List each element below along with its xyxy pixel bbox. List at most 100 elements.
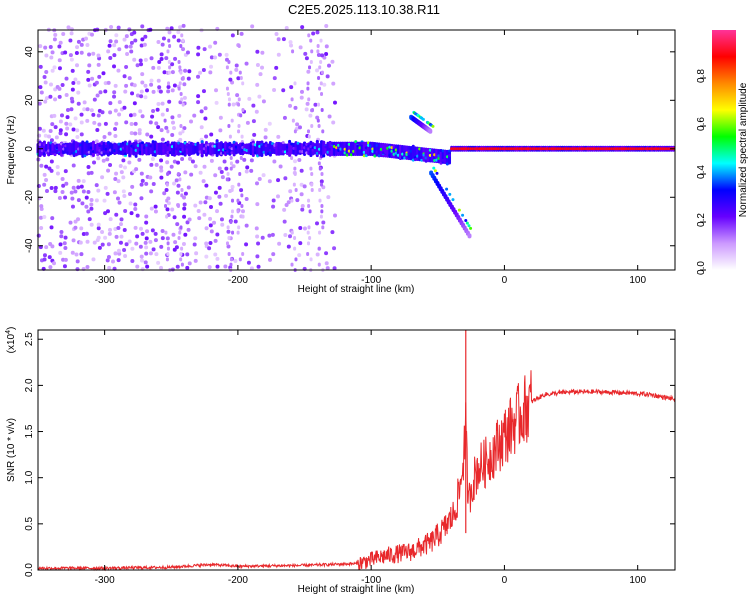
noise-cell	[143, 260, 148, 265]
noise-cell	[124, 242, 129, 247]
noise-cell	[148, 239, 153, 244]
noise-cell	[39, 163, 44, 168]
noise-cell	[143, 57, 148, 62]
spectrogram-x-tick-label: -300	[95, 275, 115, 286]
noise-cell	[238, 172, 242, 176]
noise-cell	[237, 124, 241, 128]
noise-cell	[307, 33, 311, 38]
noise-cell	[116, 225, 121, 230]
noise-cell	[81, 189, 86, 194]
noise-cell	[159, 244, 164, 249]
noise-cell	[42, 182, 47, 187]
noise-cell	[233, 259, 238, 264]
noise-cell	[291, 49, 295, 54]
noise-cell	[63, 195, 68, 200]
noise-cell	[202, 212, 207, 217]
noise-cell	[134, 241, 139, 246]
noise-cell	[123, 208, 128, 213]
noise-cell	[319, 179, 324, 184]
noise-cell	[240, 193, 244, 198]
noise-cell	[43, 80, 48, 85]
noise-cell	[122, 74, 127, 79]
noise-cell	[68, 220, 73, 225]
noise-cell	[75, 45, 80, 50]
snr-y-tick-label: 0.5	[24, 516, 35, 530]
noise-cell	[114, 234, 119, 239]
noise-cell	[37, 126, 42, 131]
noise-cell	[320, 70, 324, 75]
carrier-cell	[354, 140, 358, 144]
noise-cell	[134, 167, 139, 172]
noise-cell	[220, 175, 225, 180]
noise-cell	[309, 38, 313, 43]
colorbar-ticks: 0.0 0.2 0.4 0.6 0.8	[696, 69, 707, 275]
noise-cell	[288, 103, 293, 108]
noise-cell	[249, 168, 254, 173]
noise-cell	[199, 125, 204, 130]
noise-cell	[294, 257, 298, 262]
noise-cell	[187, 261, 192, 266]
noise-cell	[192, 242, 197, 247]
noise-cell	[91, 257, 96, 262]
colorbar-label: Normalized spectral amplitude	[738, 82, 749, 217]
noise-cell	[283, 233, 288, 238]
noise-cell	[180, 157, 185, 162]
noise-cell	[331, 81, 336, 86]
noise-cell	[306, 230, 310, 235]
noise-cell	[95, 128, 100, 133]
noise-cell	[208, 204, 213, 209]
noise-cell	[297, 253, 302, 258]
noise-cell	[84, 204, 89, 209]
noise-cell	[82, 107, 87, 112]
noise-cell	[299, 89, 304, 94]
noise-cell	[133, 225, 138, 230]
noise-cell	[236, 209, 240, 214]
noise-cell	[137, 128, 142, 133]
noise-cell	[227, 124, 231, 128]
noise-cell	[164, 230, 168, 235]
colorbar-tick-label: 0.2	[696, 213, 707, 227]
noise-cell	[293, 236, 297, 240]
noise-cell	[130, 246, 135, 251]
noise-cell	[311, 108, 315, 112]
spectrogram-y-tick-label: 20	[24, 94, 35, 106]
noise-cell	[307, 198, 311, 203]
noise-cell	[167, 70, 171, 75]
noise-cell	[110, 259, 115, 264]
noise-cell	[113, 108, 118, 113]
noise-cell	[156, 260, 161, 265]
noise-cell	[106, 209, 111, 214]
colorbar-tick-label: 0.8	[696, 69, 707, 83]
noise-cell	[106, 242, 111, 247]
noise-cell	[92, 120, 97, 125]
noise-cell	[208, 241, 213, 246]
noise-cell	[53, 97, 58, 102]
noise-cell	[227, 97, 231, 102]
spectrogram-y-tick-label: 40	[24, 46, 35, 58]
noise-cell	[315, 115, 320, 120]
noise-cell	[307, 134, 311, 139]
noise-cell	[162, 191, 167, 196]
noise-cell	[144, 220, 149, 225]
noise-cell	[166, 252, 170, 256]
snr-y-tick-label: 1.0	[24, 470, 35, 484]
noise-cell	[138, 139, 143, 144]
noise-cell	[89, 170, 94, 175]
noise-cell	[86, 171, 91, 176]
noise-cell	[230, 80, 235, 85]
noise-cell	[276, 134, 281, 139]
noise-cell	[292, 182, 296, 187]
noise-cell	[159, 165, 164, 170]
noise-cell	[160, 228, 165, 233]
noise-cell	[133, 38, 138, 43]
noise-cell	[114, 212, 119, 217]
noise-cell	[117, 112, 122, 117]
noise-cell	[212, 220, 217, 225]
noise-cell	[167, 81, 171, 86]
noise-cell	[58, 119, 63, 124]
noise-cell	[108, 217, 113, 222]
noise-cell	[282, 207, 287, 212]
noise-cell	[101, 158, 106, 163]
noise-cell	[57, 66, 62, 71]
noise-cell	[177, 60, 181, 64]
